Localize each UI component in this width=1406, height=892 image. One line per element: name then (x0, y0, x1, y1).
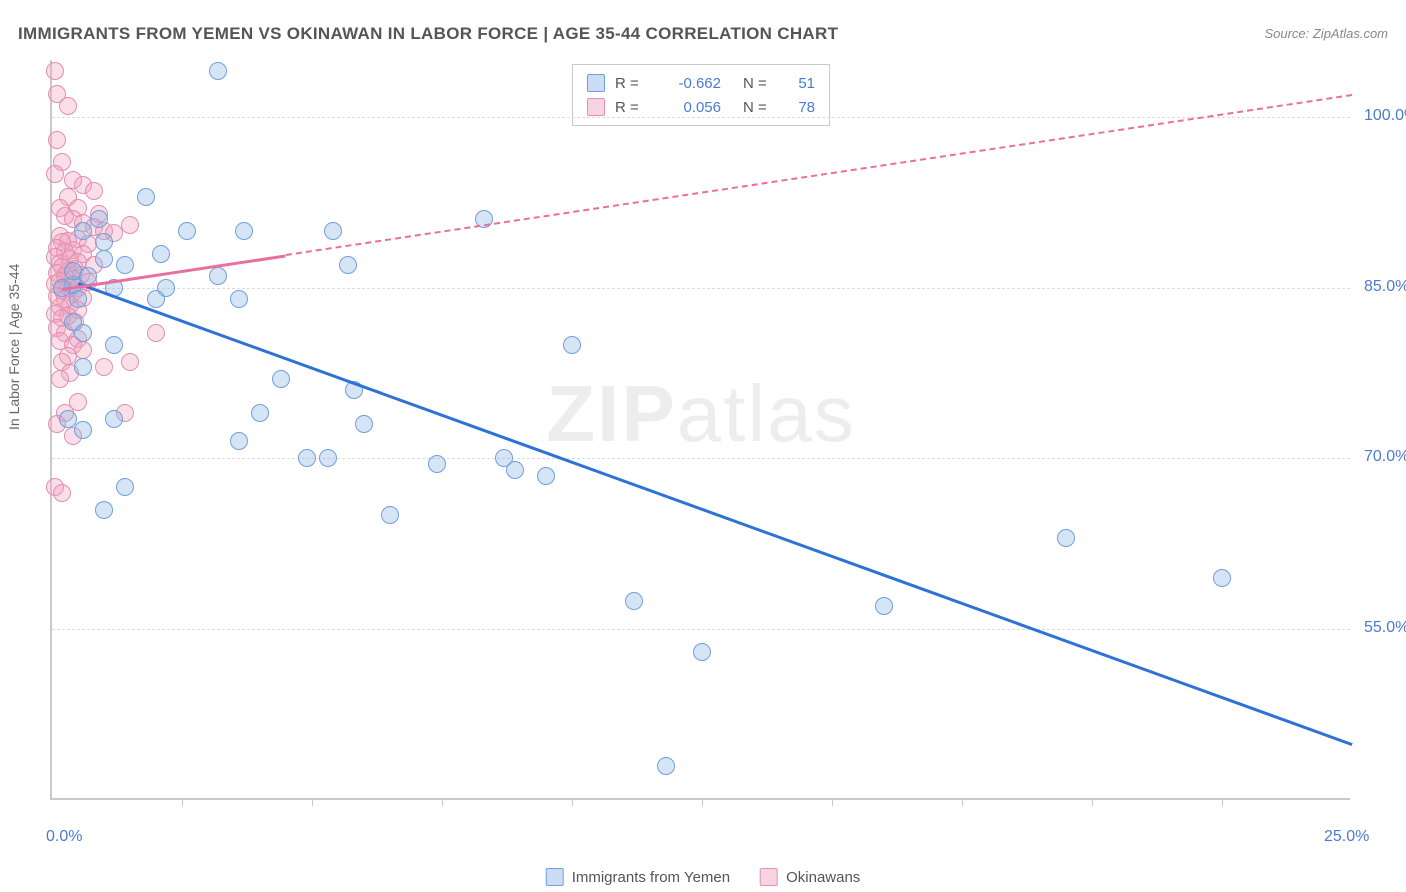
scatter-point-blue (625, 592, 643, 610)
r-label: R = (615, 75, 647, 92)
source-label: Source: ZipAtlas.com (1264, 26, 1388, 41)
scatter-point-blue (69, 290, 87, 308)
gridline-h (52, 288, 1350, 289)
scatter-point-blue (137, 188, 155, 206)
swatch-blue-icon (546, 868, 564, 886)
scatter-point-blue (74, 324, 92, 342)
scatter-point-blue (1213, 569, 1231, 587)
scatter-point-blue (74, 222, 92, 240)
n-value-pink: 78 (781, 99, 815, 116)
scatter-point-blue (693, 643, 711, 661)
legend-series: Immigrants from Yemen Okinawans (546, 868, 861, 886)
scatter-point-blue (209, 62, 227, 80)
scatter-point-pink (74, 341, 92, 359)
scatter-point-blue (90, 210, 108, 228)
scatter-point-blue (178, 222, 196, 240)
scatter-point-pink (46, 165, 64, 183)
scatter-point-pink (147, 324, 165, 342)
x-tick-mark (1092, 798, 1093, 806)
legend-row-pink: R = 0.056 N = 78 (587, 95, 815, 119)
scatter-point-blue (272, 370, 290, 388)
r-value-pink: 0.056 (657, 99, 721, 116)
scatter-point-blue (74, 358, 92, 376)
scatter-point-pink (48, 131, 66, 149)
x-tick-mark (1222, 798, 1223, 806)
scatter-point-pink (59, 97, 77, 115)
scatter-point-pink (121, 216, 139, 234)
scatter-point-blue (64, 262, 82, 280)
scatter-point-pink (85, 182, 103, 200)
trendline-blue (77, 282, 1352, 746)
scatter-point-blue (381, 506, 399, 524)
x-tick-mark (182, 798, 183, 806)
legend-row-blue: R = -0.662 N = 51 (587, 71, 815, 95)
scatter-point-blue (251, 404, 269, 422)
swatch-pink-icon (587, 98, 605, 116)
scatter-point-blue (147, 290, 165, 308)
n-label: N = (743, 75, 771, 92)
scatter-point-blue (95, 501, 113, 519)
x-tick-mark (962, 798, 963, 806)
y-tick-label: 100.0% (1364, 107, 1406, 125)
scatter-point-blue (230, 290, 248, 308)
scatter-point-blue (298, 449, 316, 467)
scatter-point-blue (105, 336, 123, 354)
gridline-h (52, 458, 1350, 459)
gridline-h (52, 117, 1350, 118)
scatter-point-blue (59, 410, 77, 428)
scatter-point-blue (74, 421, 92, 439)
scatter-point-pink (95, 358, 113, 376)
scatter-point-blue (116, 256, 134, 274)
y-tick-label: 70.0% (1364, 448, 1406, 466)
x-tick-label: 0.0% (46, 828, 82, 846)
y-tick-label: 55.0% (1364, 619, 1406, 637)
swatch-pink-icon (760, 868, 778, 886)
scatter-point-blue (339, 256, 357, 274)
scatter-point-blue (563, 336, 581, 354)
legend-item-okinawans: Okinawans (760, 868, 860, 886)
scatter-point-blue (324, 222, 342, 240)
scatter-point-blue (319, 449, 337, 467)
y-axis-label: In Labor Force | Age 35-44 (6, 264, 22, 430)
scatter-point-pink (46, 62, 64, 80)
scatter-point-blue (95, 233, 113, 251)
scatter-point-pink (53, 484, 71, 502)
x-tick-mark (702, 798, 703, 806)
scatter-point-blue (428, 455, 446, 473)
scatter-point-blue (105, 410, 123, 428)
scatter-point-blue (209, 267, 227, 285)
gridline-h (52, 629, 1350, 630)
scatter-point-pink (51, 370, 69, 388)
legend-label: Okinawans (786, 869, 860, 886)
x-tick-label: 25.0% (1324, 828, 1369, 846)
scatter-point-pink (121, 353, 139, 371)
scatter-point-blue (235, 222, 253, 240)
r-label: R = (615, 99, 647, 116)
n-label: N = (743, 99, 771, 116)
x-tick-mark (312, 798, 313, 806)
swatch-blue-icon (587, 74, 605, 92)
scatter-point-blue (355, 415, 373, 433)
n-value-blue: 51 (781, 75, 815, 92)
scatter-point-blue (1057, 529, 1075, 547)
legend-label: Immigrants from Yemen (572, 869, 730, 886)
y-tick-label: 85.0% (1364, 278, 1406, 296)
scatter-point-blue (875, 597, 893, 615)
scatter-point-blue (537, 467, 555, 485)
x-tick-mark (442, 798, 443, 806)
watermark: ZIPatlas (546, 368, 855, 460)
scatter-point-blue (152, 245, 170, 263)
x-tick-mark (572, 798, 573, 806)
x-tick-mark (832, 798, 833, 806)
r-value-blue: -0.662 (657, 75, 721, 92)
scatter-point-blue (506, 461, 524, 479)
scatter-point-blue (116, 478, 134, 496)
scatter-point-blue (95, 250, 113, 268)
chart-title: IMMIGRANTS FROM YEMEN VS OKINAWAN IN LAB… (18, 24, 838, 44)
legend-item-yemen: Immigrants from Yemen (546, 868, 730, 886)
scatter-point-blue (230, 432, 248, 450)
scatter-point-blue (657, 757, 675, 775)
plot-area: ZIPatlas R = -0.662 N = 51 R = 0.056 N =… (50, 60, 1350, 800)
